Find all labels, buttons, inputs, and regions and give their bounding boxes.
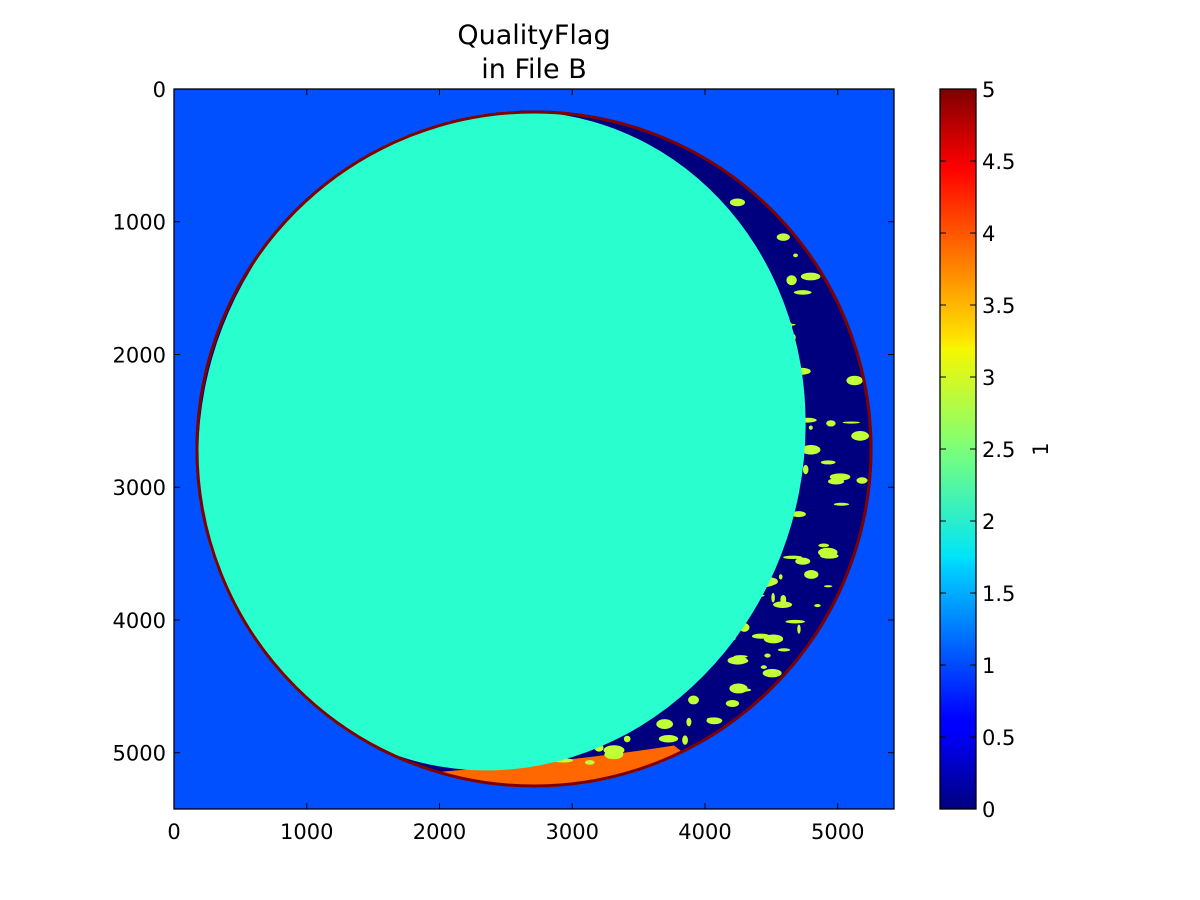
- cloud-patch: [760, 665, 767, 669]
- chart-title-line-2: in File B: [481, 54, 586, 85]
- x-tick-label: 2000: [413, 820, 466, 844]
- cloud-patch: [846, 375, 863, 386]
- colorbar-tick-label: 0: [982, 798, 995, 822]
- disk-edge-ring: [195, 110, 873, 788]
- cloud-patch: [584, 760, 595, 765]
- cloud-patch: [786, 275, 797, 286]
- y-tick-label: 4000: [113, 609, 166, 633]
- colorbar-label: 1: [1029, 442, 1053, 455]
- cloud-patch: [793, 253, 798, 258]
- heatmap-plot-area: [174, 89, 894, 809]
- cloud-patch: [682, 735, 688, 745]
- cloud-patch: [795, 557, 811, 565]
- colorbar-tick-label: 5: [982, 78, 995, 102]
- cloud-patch: [763, 634, 784, 644]
- cloud-patch: [688, 695, 699, 705]
- cloud-patch: [686, 717, 692, 727]
- colorbar-tick-label: 2.5: [982, 438, 1015, 462]
- colorbar-tick-label: 2: [982, 510, 995, 534]
- y-tick-label: 3000: [113, 476, 166, 500]
- colorbar-tick-label: 3.5: [982, 294, 1015, 318]
- cloud-patch: [773, 601, 793, 609]
- cloud-patch: [856, 477, 868, 484]
- chart-title-line-1: QualityFlag: [457, 20, 610, 51]
- cloud-patch: [823, 585, 833, 588]
- colorbar-tick-label: 0.5: [982, 726, 1015, 750]
- cloud-patch: [851, 431, 870, 441]
- cloud-patch: [820, 460, 836, 465]
- night-side-region: [198, 111, 806, 771]
- cloud-patch: [818, 547, 838, 558]
- cloud-patch: [729, 198, 746, 207]
- x-tick-label: 5000: [811, 820, 864, 844]
- y-tick-label: 1000: [113, 211, 166, 235]
- cloud-patch: [785, 619, 805, 624]
- cloud-patch: [818, 543, 830, 548]
- cloud-patch: [762, 668, 782, 678]
- cloud-patch: [658, 735, 679, 743]
- cloud-patch: [797, 624, 801, 634]
- x-tick-label: 3000: [546, 820, 599, 844]
- cloud-patch: [777, 648, 791, 652]
- cloud-patch: [793, 290, 812, 295]
- colorbar-tick-label: 1.5: [982, 582, 1015, 606]
- axes-frame: [173, 88, 895, 810]
- cloud-patch: [706, 717, 723, 725]
- x-tick-label: 0: [167, 820, 180, 844]
- cloud-patch: [623, 735, 631, 743]
- x-axis: 0 1000 2000 3000 4000 5000: [167, 89, 864, 844]
- cloud-patch: [725, 700, 740, 708]
- y-tick-label: 0: [153, 78, 166, 102]
- cloud-patch: [804, 570, 819, 579]
- cloud-patch: [833, 502, 850, 506]
- x-tick-label: 1000: [280, 820, 333, 844]
- colorbar-tick-label: 3: [982, 366, 995, 390]
- y-tick-label: 2000: [113, 343, 166, 367]
- cloud-patch: [778, 574, 783, 580]
- cloud-patch: [656, 719, 674, 729]
- cloud-patch: [732, 688, 752, 692]
- colorbar-tick-label: 4: [982, 222, 995, 246]
- cloud-patch: [764, 653, 771, 658]
- cloud-patch: [842, 421, 860, 424]
- cloud-patch: [739, 658, 749, 663]
- x-tick-label: 4000: [678, 820, 731, 844]
- cloud-patch: [814, 604, 821, 608]
- cloud-patch: [829, 473, 851, 481]
- y-axis: 0 1000 2000 3000 4000 5000: [113, 78, 894, 766]
- cloud-patch: [776, 233, 790, 241]
- cloud-patch: [802, 464, 809, 475]
- cloud-patch: [791, 511, 806, 518]
- cloud-patch: [780, 594, 787, 605]
- cloud-patch: [783, 555, 803, 560]
- cloud-patch: [771, 592, 775, 603]
- cloud-patch: [826, 420, 836, 427]
- colorbar-tick-label: 1: [982, 654, 995, 678]
- cloud-patch: [808, 425, 813, 430]
- cloud-patch: [733, 655, 748, 658]
- cloud-patch: [801, 444, 821, 455]
- cloud-patch: [800, 272, 821, 281]
- y-tick-label: 5000: [113, 742, 166, 766]
- colorbar-tick-label: 4.5: [982, 150, 1015, 174]
- colorbar-ticks: 0 0.5 1 1.5 2 2.5 3 3.5 4 4.5 5: [940, 78, 1015, 822]
- cloud-patch: [603, 745, 625, 755]
